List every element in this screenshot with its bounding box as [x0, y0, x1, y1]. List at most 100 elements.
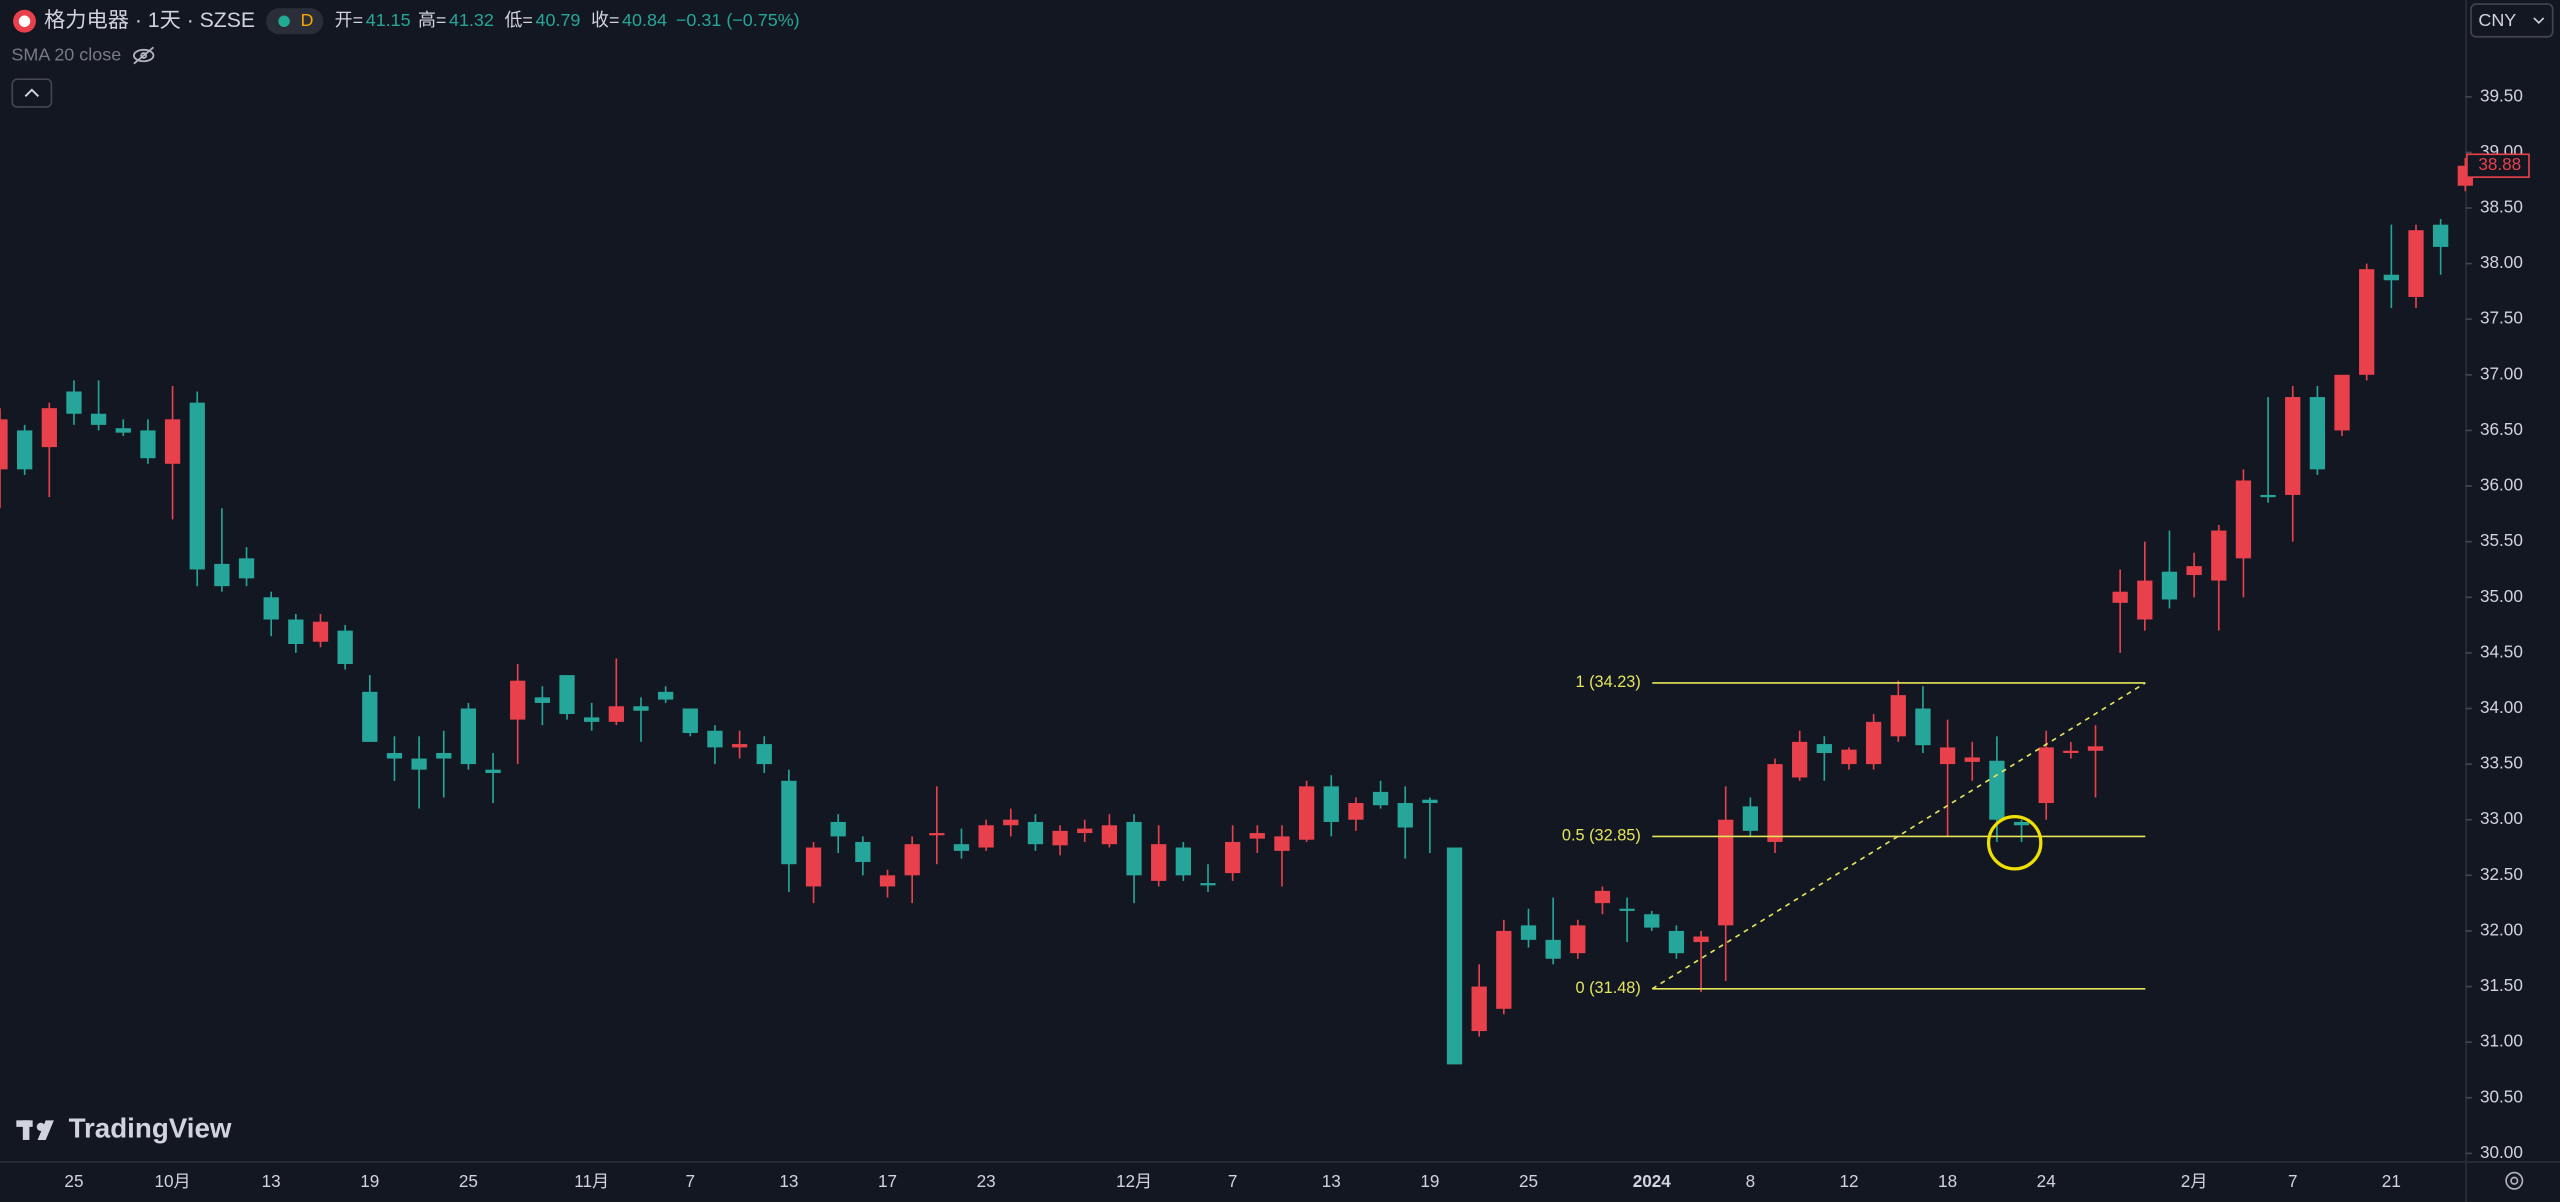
candle-body	[1619, 908, 1635, 911]
candle-body	[1570, 925, 1586, 954]
candle-body	[1939, 747, 1956, 765]
candle-body	[1841, 749, 1857, 765]
symbol-title[interactable]: 格力电器 · 1天 · SZSE	[44, 8, 255, 32]
candle-body	[164, 419, 181, 464]
x-tick-label: 13	[779, 1171, 798, 1191]
y-tick-label: 37.50	[2480, 308, 2523, 328]
candle-body	[460, 708, 477, 765]
fib-trend	[1651, 682, 2146, 990]
candle-body	[1964, 757, 1980, 762]
candle-body	[731, 744, 748, 748]
interval-badge[interactable]	[266, 8, 324, 35]
candle-body	[1225, 841, 1241, 874]
y-tick-label: 33.00	[2480, 808, 2523, 828]
candle-body	[362, 691, 378, 742]
candle-body	[66, 391, 82, 414]
collapse-button[interactable]	[11, 78, 53, 108]
candle-body	[1126, 821, 1142, 876]
candle-body	[1693, 936, 1709, 943]
x-tick-label: 11月	[574, 1171, 609, 1191]
y-tick-label: 35.00	[2480, 586, 2523, 606]
legend-label: 收=	[591, 10, 619, 30]
candle-body	[1668, 930, 1685, 954]
y-tick-label: 30.00	[2480, 1142, 2523, 1162]
x-tick-label: 13	[262, 1171, 281, 1191]
candle-body	[1175, 847, 1191, 876]
candle-body	[805, 847, 822, 887]
candle-body	[2260, 494, 2276, 498]
hide-icon[interactable]	[132, 46, 155, 65]
legend-value: 40.84	[622, 10, 667, 30]
legend-label: 低=	[504, 10, 532, 30]
collapse-icon	[24, 88, 40, 98]
legend-value: 41.32	[449, 10, 494, 30]
candle-body	[1101, 825, 1118, 845]
candle-body	[1077, 828, 1093, 834]
y-tick-label: 36.50	[2480, 419, 2523, 439]
y-tick-label: 36.00	[2480, 475, 2523, 495]
candle-body	[485, 769, 501, 774]
candle-body	[2211, 530, 2227, 581]
x-tick-label: 17	[878, 1171, 897, 1191]
candle-body	[855, 841, 871, 862]
candle-body	[189, 402, 205, 570]
y-tick-label: 39.50	[2480, 85, 2523, 105]
x-tick-label: 18	[1938, 1171, 1957, 1191]
candle-body	[929, 833, 945, 836]
candle-body	[1422, 799, 1438, 804]
candle-body	[2433, 224, 2449, 247]
candle-body	[756, 744, 772, 765]
candle-body	[1890, 695, 1906, 737]
currency-caret	[2533, 17, 2545, 25]
candle-body	[238, 558, 255, 579]
y-tick-label: 33.50	[2480, 753, 2523, 773]
candle-body	[1520, 925, 1537, 940]
candles	[0, 157, 2473, 1065]
x-tick-label: 13	[1322, 1171, 1341, 1191]
candle-body	[1348, 803, 1364, 820]
candle-body	[1915, 708, 1931, 746]
candle-body	[2285, 397, 2301, 495]
candle-body	[1865, 721, 1882, 765]
candle-body	[1446, 847, 1463, 1065]
candle-body	[115, 428, 131, 433]
change: −0.31 (−0.75%)	[676, 10, 800, 30]
candle-body	[953, 844, 970, 851]
candle-body	[386, 752, 403, 759]
candle-body	[312, 621, 329, 642]
y-tick-label: 38.50	[2480, 197, 2523, 217]
candle-body	[1767, 764, 1783, 842]
candle-body	[1003, 819, 1019, 826]
ohlc-legend: 开= 41.15 高= 41.32 低= 40.79 收= 40.84	[335, 10, 667, 30]
candle-body	[17, 430, 33, 470]
settings-icon[interactable]	[2505, 1171, 2524, 1190]
currency-box[interactable]	[2470, 3, 2554, 38]
candle-body	[1989, 760, 2005, 820]
x-tick-label: 12	[1839, 1171, 1858, 1191]
indicator-label[interactable]: SMA 20 close	[11, 44, 121, 64]
x-tick-label: 7	[1228, 1171, 1238, 1191]
last-price-box	[2466, 153, 2530, 178]
currency[interactable]: CNY	[2478, 10, 2516, 30]
y-tick-label: 32.00	[2480, 919, 2523, 939]
candle-body	[657, 691, 674, 700]
candle-body	[2038, 747, 2054, 804]
market-status-dot	[278, 15, 290, 27]
candle-body	[41, 408, 57, 448]
x-tick-label: 7	[686, 1171, 696, 1191]
y-tick-label: 34.00	[2480, 697, 2523, 717]
candle-body	[1397, 803, 1413, 828]
candle-body	[1496, 930, 1512, 1009]
candle-body	[608, 706, 624, 722]
candle-body	[1323, 786, 1339, 822]
candle-body	[2063, 750, 2079, 753]
candle-body	[90, 413, 107, 425]
fib-label: 0.5 (32.85)	[1562, 827, 1641, 845]
candle-body	[904, 844, 920, 876]
y-tick-label: 30.50	[2480, 1086, 2523, 1106]
highlight-circle	[1986, 814, 2043, 871]
candle-body	[978, 825, 994, 848]
candle-body	[140, 430, 156, 459]
